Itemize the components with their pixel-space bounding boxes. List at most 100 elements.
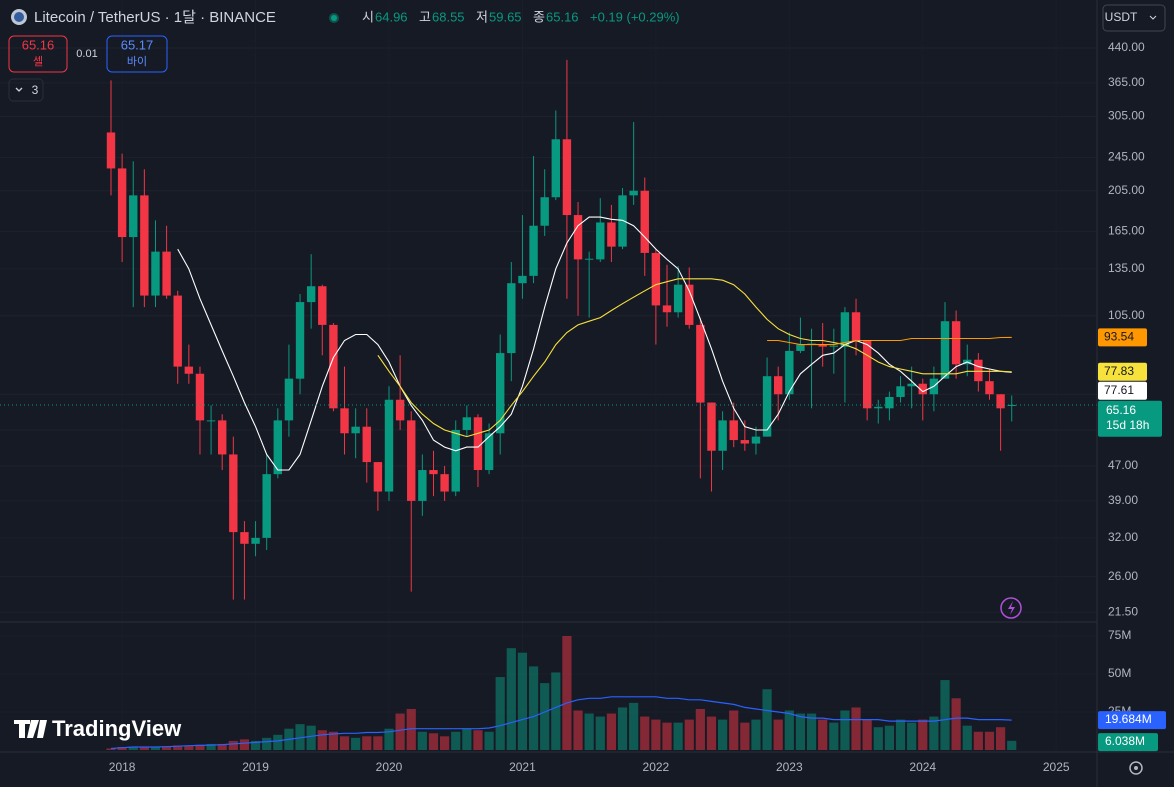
- x-tick-label: 2021: [509, 760, 536, 774]
- volume-bar: [706, 716, 717, 750]
- candle-body: [851, 312, 861, 341]
- candle-body: [373, 462, 383, 492]
- volume-bar: [751, 719, 761, 750]
- candle-body: [896, 386, 905, 397]
- candle-body: [362, 426, 371, 463]
- candle-body: [907, 383, 916, 387]
- ma-label: 77.61: [1104, 383, 1134, 397]
- ma-label-box: [1098, 381, 1147, 400]
- volume-bar: [962, 725, 972, 750]
- moving-average-line: [177, 216, 1012, 471]
- currency-button[interactable]: [1102, 4, 1166, 32]
- volume-bar: [462, 728, 472, 750]
- candle-body: [651, 252, 661, 306]
- ohlc-value: 65.16: [546, 9, 579, 24]
- buy-button[interactable]: [106, 35, 168, 73]
- volume-bar: [851, 707, 861, 750]
- volume-label-box: [1098, 733, 1158, 752]
- volume-bar: [395, 713, 405, 750]
- volume-bar: [228, 740, 238, 750]
- volume-bar: [862, 719, 872, 750]
- market-status-dot: [331, 15, 337, 21]
- volume-bar: [606, 713, 616, 750]
- candle-body: [562, 139, 572, 216]
- volume-bar: [729, 710, 739, 750]
- y-tick-label: 165.00: [1108, 223, 1145, 237]
- volume-bar: [473, 730, 483, 750]
- y-tick-label: 47.00: [1108, 458, 1138, 472]
- volume-bar: [428, 733, 439, 750]
- candle-body: [106, 132, 116, 169]
- logo-text[interactable]: TradingView: [52, 716, 182, 741]
- volume-bar: [584, 713, 594, 750]
- candle-body: [318, 286, 327, 325]
- candle-body: [407, 420, 416, 501]
- last-price-box: [1098, 400, 1162, 437]
- y-tick-label: 39.00: [1108, 493, 1138, 507]
- candle-body: [518, 275, 527, 284]
- y-tick-label: 205.00: [1108, 183, 1145, 197]
- x-tick-label: 2023: [776, 760, 803, 774]
- volume-ma-label: 19.684M: [1105, 712, 1152, 726]
- logo-mark: [14, 720, 47, 738]
- volume-bar: [517, 652, 528, 750]
- ohlc-key: 고: [419, 9, 431, 24]
- volume-bar: [384, 728, 394, 750]
- sell-button[interactable]: [8, 35, 68, 73]
- candle-body: [484, 433, 494, 471]
- candle-body: [985, 381, 994, 395]
- spread: 0.01: [76, 48, 97, 60]
- volume-bar: [740, 722, 750, 750]
- symbol-icon-inner: [14, 12, 24, 22]
- alert-icon[interactable]: [1000, 597, 1022, 619]
- volume-bar: [317, 730, 327, 750]
- candle-body: [696, 324, 705, 403]
- volume-bar: [617, 707, 628, 750]
- y-tick-label: 135.00: [1108, 261, 1145, 275]
- ma-label: 93.54: [1104, 330, 1134, 344]
- sell-price: 65.16: [22, 37, 55, 52]
- candle-body: [840, 312, 850, 347]
- y-tick-label: 26.00: [1108, 569, 1138, 583]
- buy-label: 바이: [127, 55, 147, 68]
- volume-bar: [262, 737, 272, 750]
- y-tick-label: 32.00: [1108, 530, 1138, 544]
- candle-body: [618, 195, 627, 247]
- candle-body: [885, 396, 894, 409]
- currency-chevron: [1149, 15, 1157, 20]
- volume-bar: [528, 666, 539, 750]
- volume-bar: [406, 708, 416, 750]
- volume-bar: [973, 731, 983, 750]
- volume-bar: [873, 727, 883, 750]
- volume-bar: [907, 722, 917, 750]
- volume-bar: [373, 736, 383, 750]
- candle-body: [796, 344, 805, 351]
- volume-bar: [840, 710, 850, 750]
- volume-bar: [150, 746, 161, 750]
- candle-body: [473, 417, 483, 471]
- volume-bar: [718, 719, 728, 750]
- candle-body: [151, 251, 160, 296]
- settings-icon[interactable]: [1129, 761, 1143, 775]
- volume-bar: [673, 722, 683, 750]
- candle-body: [640, 190, 649, 253]
- indicator-count: 3: [32, 83, 39, 97]
- symbol-title[interactable]: Litecoin / TetherUS · 1달 · BINANCE: [34, 9, 276, 26]
- candle-body: [340, 408, 349, 434]
- buy-price: 65.17: [121, 37, 154, 52]
- candle-body: [829, 345, 838, 347]
- candle-body: [785, 350, 794, 395]
- x-tick-label: 2019: [242, 760, 269, 774]
- volume-bar: [162, 746, 172, 750]
- volume-bar: [551, 672, 561, 750]
- candle-body: [751, 436, 761, 444]
- candle-body: [729, 420, 738, 441]
- candle-body: [395, 399, 405, 421]
- volume-bar: [795, 713, 806, 750]
- candle-body: [284, 378, 294, 421]
- ohlc-value: 59.65: [489, 9, 522, 24]
- volume-bar: [640, 716, 650, 750]
- indicator-toggle[interactable]: [8, 78, 44, 102]
